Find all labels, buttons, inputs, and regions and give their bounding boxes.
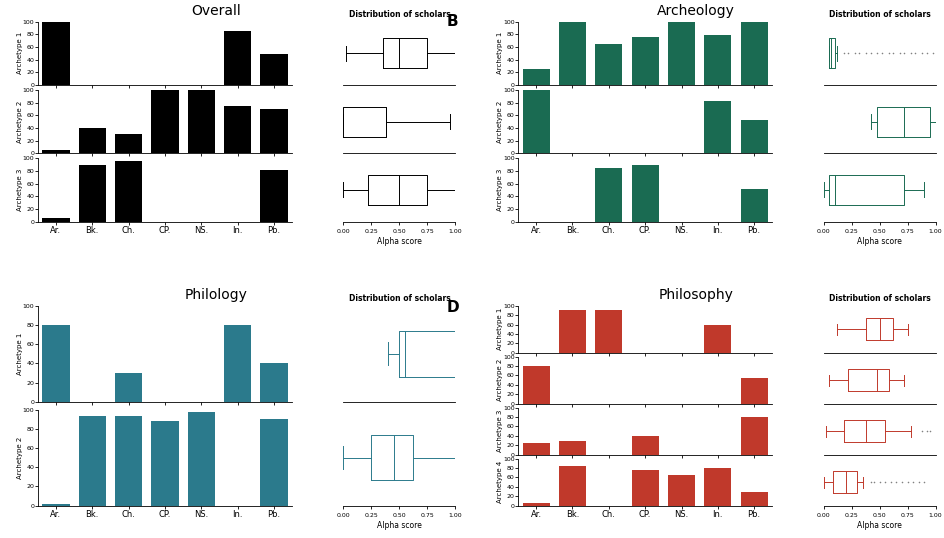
- X-axis label: Alpha score: Alpha score: [377, 521, 421, 530]
- Bar: [740, 417, 767, 455]
- Bar: [631, 37, 658, 85]
- Bar: [522, 366, 549, 404]
- Bar: [667, 22, 695, 85]
- Bar: [667, 475, 695, 506]
- Bar: [740, 189, 767, 222]
- X-axis label: Alpha score: Alpha score: [377, 237, 421, 246]
- Bar: [115, 416, 143, 506]
- Bar: [151, 90, 178, 153]
- Bar: [261, 109, 287, 153]
- Bar: [522, 69, 549, 85]
- Bar: [522, 90, 549, 153]
- Y-axis label: Archetype 4: Archetype 4: [497, 461, 502, 503]
- Bar: [703, 36, 731, 85]
- Bar: [42, 218, 70, 222]
- Bar: [522, 504, 549, 506]
- Bar: [558, 310, 585, 353]
- Bar: [631, 165, 658, 222]
- Bar: [42, 325, 70, 402]
- Title: Distribution of scholars: Distribution of scholars: [828, 10, 930, 19]
- Bar: [115, 134, 143, 153]
- Bar: [631, 436, 658, 455]
- Bar: [631, 470, 658, 506]
- Bar: [115, 161, 143, 222]
- Text: D: D: [447, 300, 459, 315]
- Bar: [703, 325, 731, 353]
- Y-axis label: Archetype 1: Archetype 1: [497, 32, 502, 74]
- X-axis label: Alpha score: Alpha score: [856, 237, 902, 246]
- Title: Archeology: Archeology: [656, 4, 734, 18]
- Bar: [261, 419, 287, 506]
- Bar: [151, 421, 178, 506]
- Bar: [740, 22, 767, 85]
- Y-axis label: Archetype 2: Archetype 2: [497, 101, 502, 143]
- Bar: [558, 22, 585, 85]
- Bar: [42, 22, 70, 85]
- Bar: [740, 492, 767, 506]
- Title: Philology: Philology: [184, 288, 247, 302]
- Title: Philosophy: Philosophy: [658, 288, 733, 302]
- Bar: [703, 101, 731, 153]
- Y-axis label: Archetype 2: Archetype 2: [497, 359, 502, 401]
- Bar: [115, 373, 143, 402]
- Title: Distribution of scholars: Distribution of scholars: [348, 294, 449, 303]
- Y-axis label: Archetype 1: Archetype 1: [17, 32, 23, 74]
- Bar: [558, 441, 585, 455]
- Bar: [42, 150, 70, 153]
- Y-axis label: Archetype 3: Archetype 3: [17, 169, 23, 211]
- Y-axis label: Archetype 1: Archetype 1: [497, 308, 502, 350]
- Bar: [740, 121, 767, 153]
- Bar: [78, 416, 106, 506]
- Bar: [224, 325, 251, 402]
- Y-axis label: Archetype 1: Archetype 1: [17, 332, 23, 375]
- Title: Distribution of scholars: Distribution of scholars: [828, 294, 930, 303]
- Y-axis label: Archetype 3: Archetype 3: [497, 410, 502, 452]
- Bar: [224, 106, 251, 153]
- Bar: [261, 169, 287, 222]
- Y-axis label: Archetype 3: Archetype 3: [497, 169, 502, 211]
- Bar: [261, 54, 287, 85]
- Bar: [261, 363, 287, 402]
- Bar: [224, 31, 251, 85]
- Bar: [595, 44, 622, 85]
- Bar: [595, 310, 622, 353]
- X-axis label: Alpha score: Alpha score: [856, 521, 902, 530]
- Y-axis label: Archetype 2: Archetype 2: [17, 436, 23, 479]
- Y-axis label: Archetype 2: Archetype 2: [17, 101, 23, 143]
- Bar: [188, 90, 214, 153]
- Bar: [703, 468, 731, 506]
- Title: Distribution of scholars: Distribution of scholars: [348, 10, 449, 19]
- Bar: [558, 465, 585, 506]
- Bar: [188, 413, 214, 506]
- Bar: [42, 504, 70, 506]
- Bar: [522, 443, 549, 455]
- Bar: [595, 168, 622, 222]
- Text: B: B: [447, 14, 458, 29]
- Title: Overall: Overall: [191, 4, 241, 18]
- Bar: [78, 165, 106, 222]
- Bar: [740, 378, 767, 404]
- Bar: [78, 128, 106, 153]
